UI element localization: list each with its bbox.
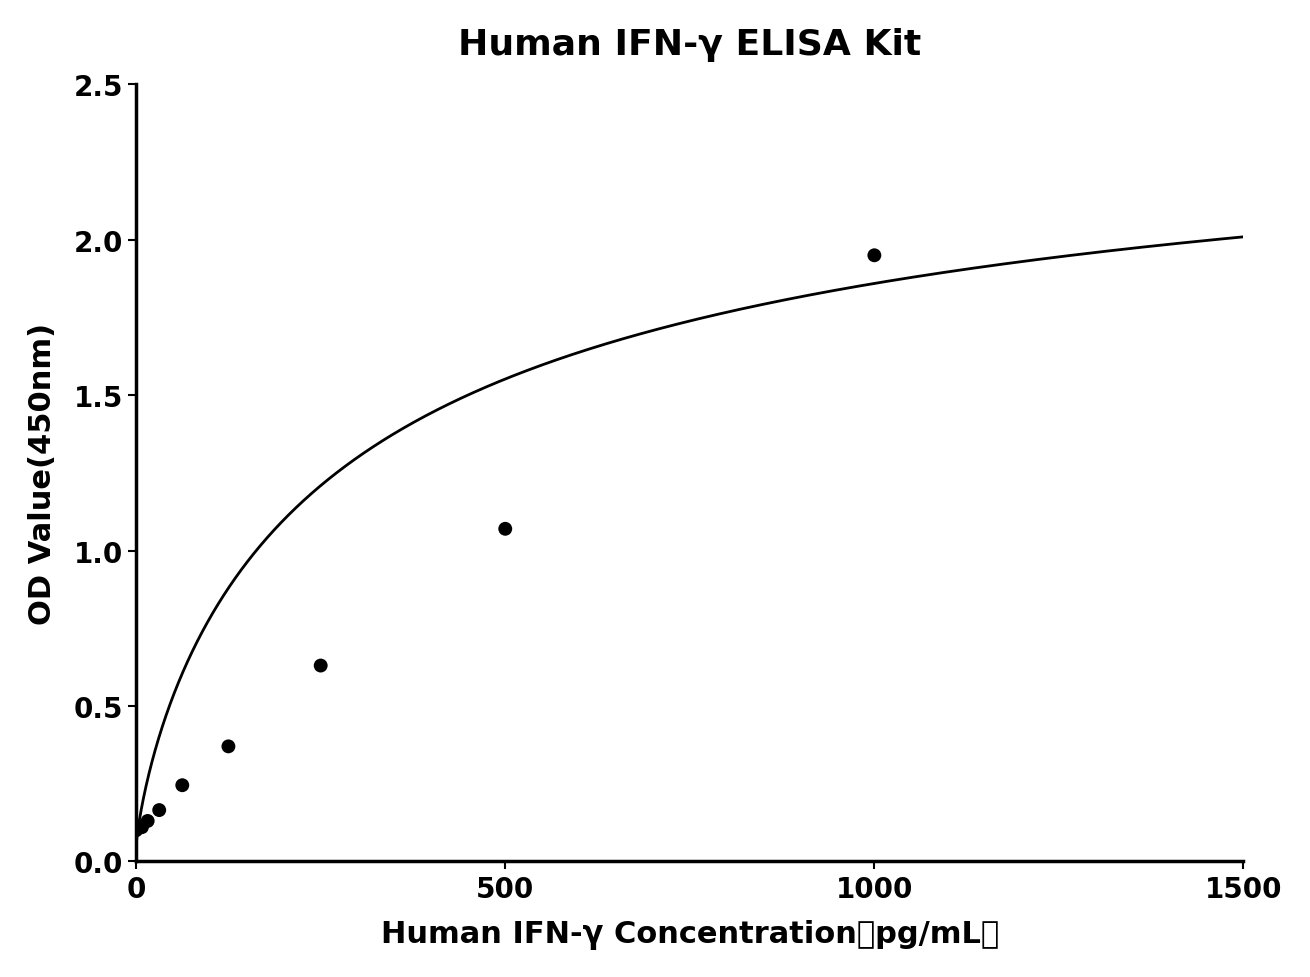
Point	[131, 820, 152, 835]
Point	[126, 823, 147, 838]
Point	[138, 813, 159, 828]
Title: Human IFN-γ ELISA Kit: Human IFN-γ ELISA Kit	[458, 27, 921, 62]
Y-axis label: OD Value(450nm): OD Value(450nm)	[28, 322, 56, 624]
Point	[149, 802, 170, 818]
Point	[217, 739, 238, 754]
Point	[310, 658, 331, 674]
X-axis label: Human IFN-γ Concentration（pg/mL）: Human IFN-γ Concentration（pg/mL）	[381, 919, 998, 950]
Point	[495, 522, 516, 537]
Point	[863, 248, 884, 264]
Point	[172, 778, 193, 793]
